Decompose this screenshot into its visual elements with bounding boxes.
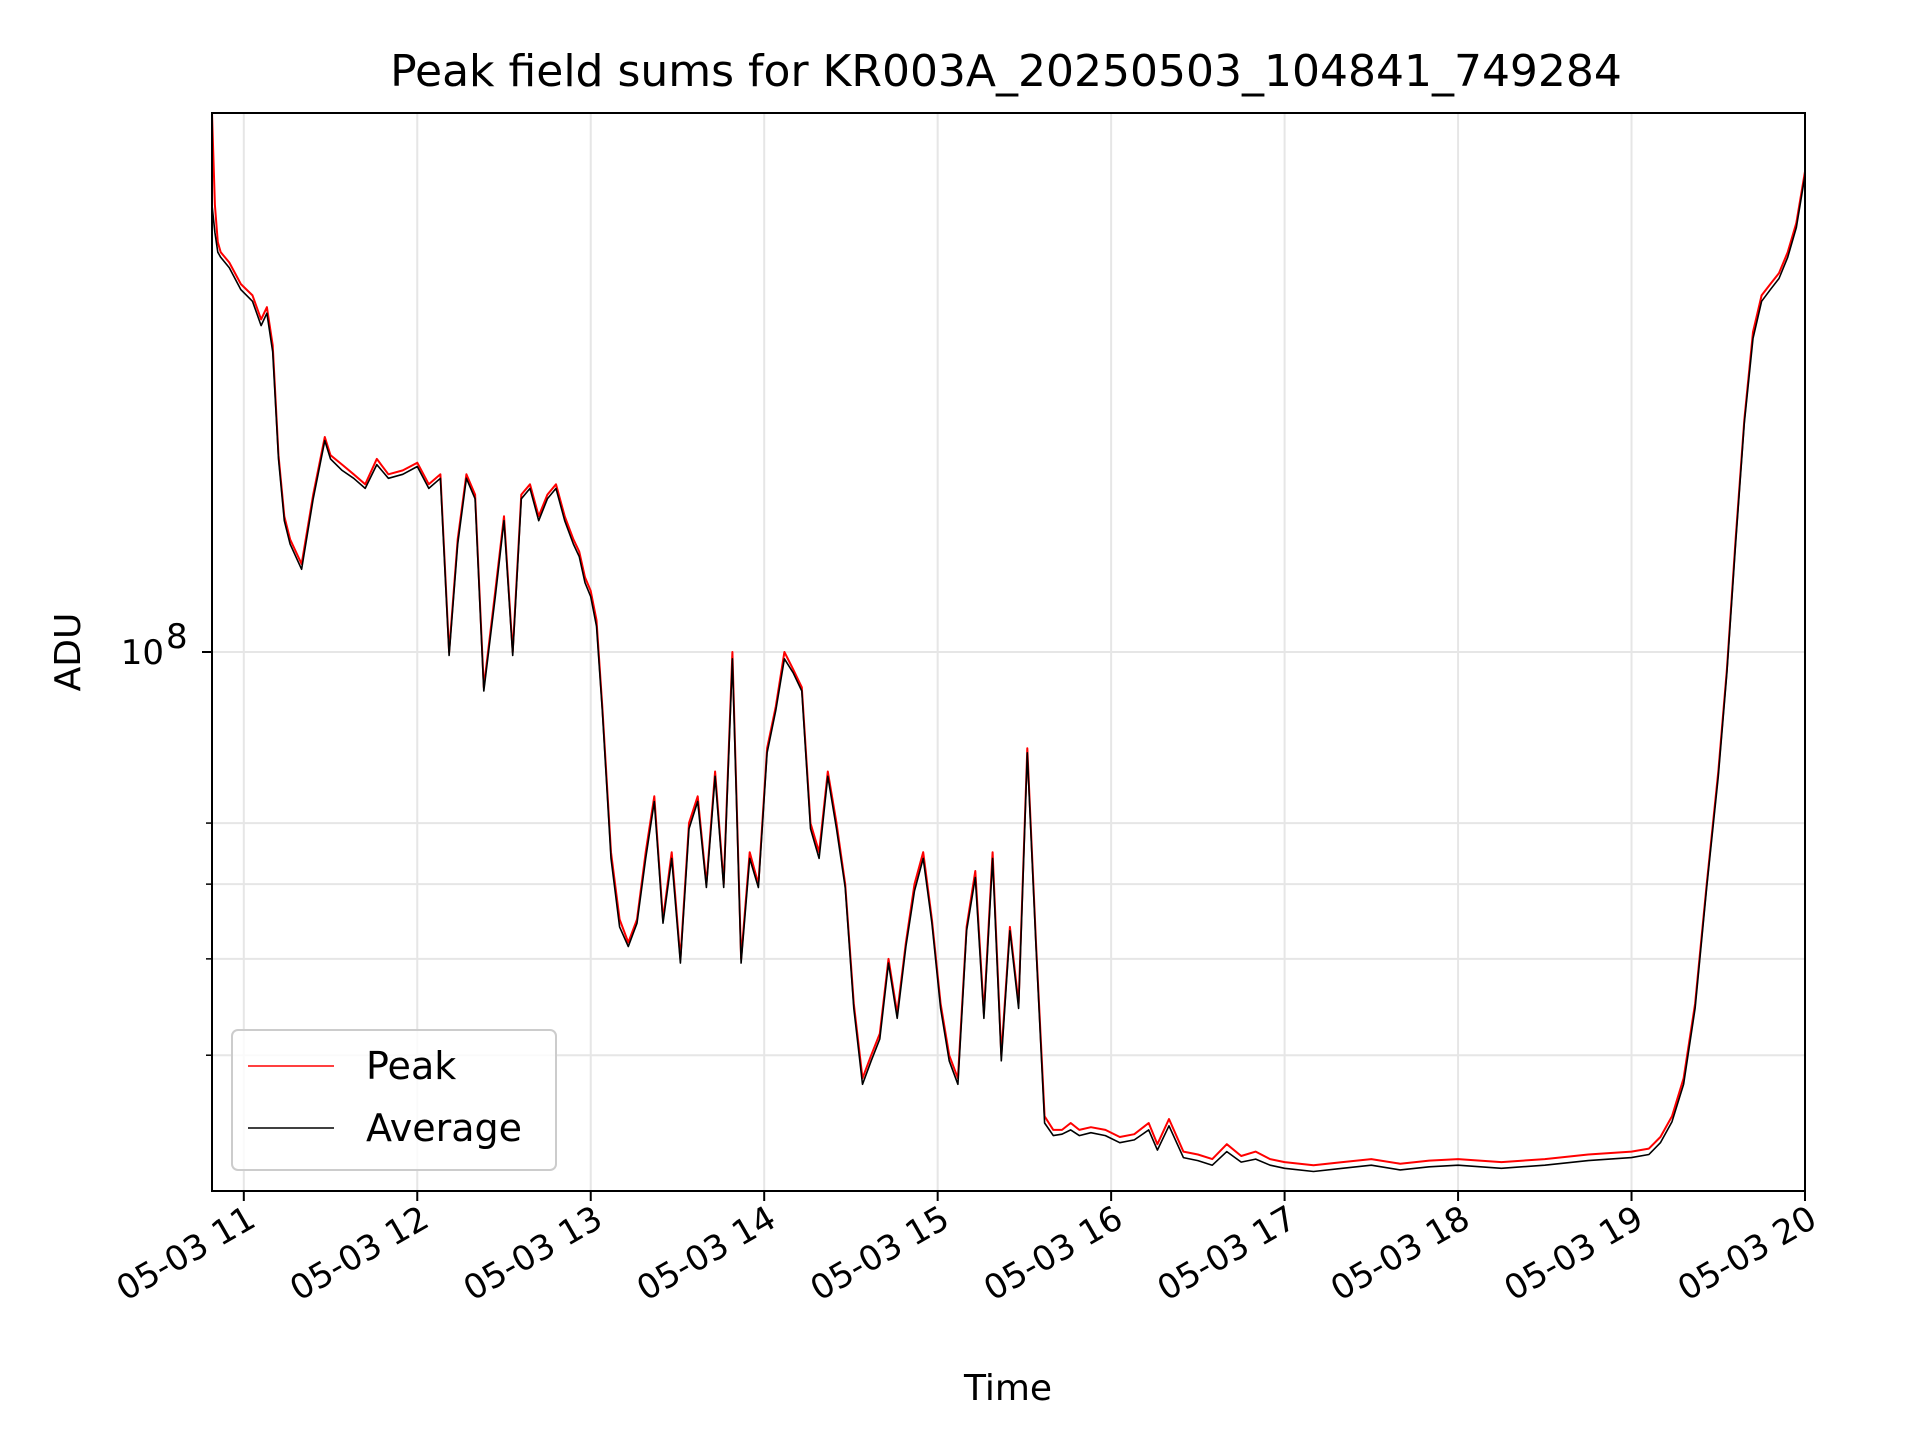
y-tick-label-exponent: 8 bbox=[166, 617, 188, 657]
y-axis: 10 8 bbox=[121, 617, 212, 1056]
series-layer bbox=[212, 113, 1805, 1173]
legend-box bbox=[231, 1029, 557, 1171]
y-axis-label: ADU bbox=[48, 613, 89, 692]
y-tick-label-base: 10 bbox=[121, 633, 164, 673]
x-axis-label: Time bbox=[963, 1368, 1052, 1409]
chart-title: Peak field sums for KR003A_20250503_1048… bbox=[390, 46, 1622, 97]
series-line-peak bbox=[212, 113, 1805, 1167]
y-tick-label: 10 8 bbox=[121, 617, 188, 673]
legend-label-peak: Peak bbox=[366, 1044, 456, 1088]
legend-label-average: Average bbox=[366, 1106, 522, 1150]
series-line-average bbox=[212, 175, 1805, 1173]
legend: Peak Average bbox=[231, 1029, 557, 1171]
